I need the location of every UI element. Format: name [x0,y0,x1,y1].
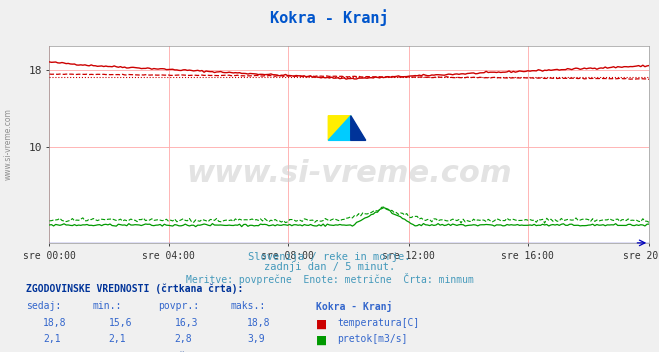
Polygon shape [328,116,351,140]
Text: www.si-vreme.com: www.si-vreme.com [186,159,512,188]
Text: ■: ■ [316,318,328,331]
Text: 18,8: 18,8 [247,318,271,328]
Text: maks.:: maks.: [231,301,266,311]
Text: Slovenija / reke in morje.: Slovenija / reke in morje. [248,252,411,262]
Text: Kokra - Kranj: Kokra - Kranj [270,9,389,26]
Text: 15,6: 15,6 [109,318,132,328]
Text: zadnji dan / 5 minut.: zadnji dan / 5 minut. [264,262,395,272]
Text: 2,8: 2,8 [175,334,192,344]
Text: www.si-vreme.com: www.si-vreme.com [3,108,13,180]
Text: 18,8: 18,8 [43,318,67,328]
Text: sedaj:: sedaj: [26,301,61,311]
Text: Meritve: povprečne  Enote: metrične  Črta: minmum: Meritve: povprečne Enote: metrične Črta:… [186,273,473,285]
Text: pretok[m3/s]: pretok[m3/s] [337,334,408,344]
Text: 3,9: 3,9 [247,334,265,344]
Text: ZGODOVINSKE VREDNOSTI (črtkana črta):: ZGODOVINSKE VREDNOSTI (črtkana črta): [26,283,244,294]
Text: povpr.:: povpr.: [158,301,199,311]
Text: min.:: min.: [92,301,122,311]
Text: temperatura[C]: temperatura[C] [337,318,420,328]
Polygon shape [351,116,366,140]
Polygon shape [328,116,351,140]
Text: ■: ■ [316,334,328,347]
Text: 2,1: 2,1 [43,334,61,344]
Text: 2,1: 2,1 [109,334,127,344]
Text: 16,3: 16,3 [175,318,198,328]
Text: Kokra - Kranj: Kokra - Kranj [316,301,393,312]
